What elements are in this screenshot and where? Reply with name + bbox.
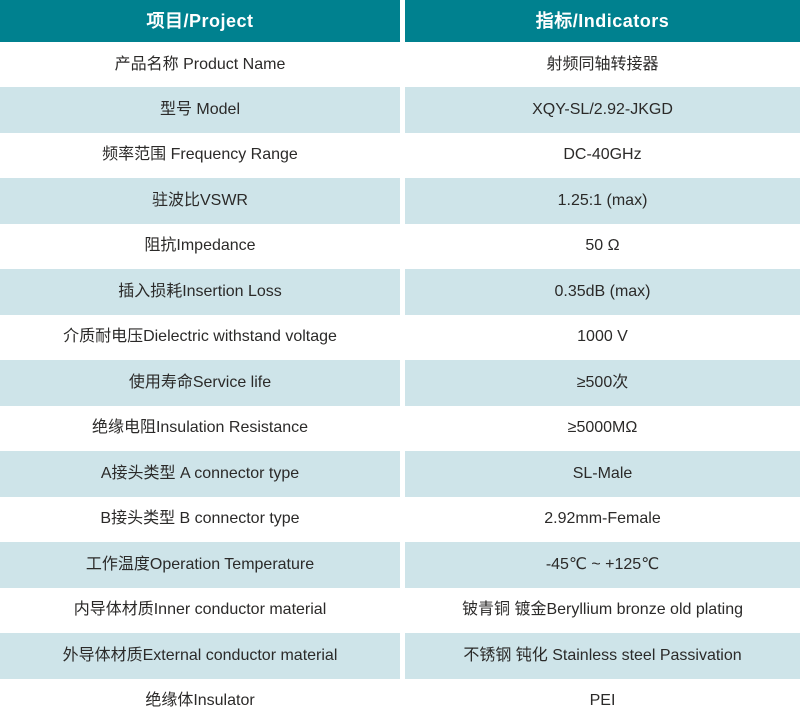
row-value: PEI: [589, 692, 616, 710]
column-divider: [400, 678, 405, 724]
row-label: 外导体材质External conductor material: [0, 633, 400, 679]
table-row: 外导体材质External conductor material 不锈钢 钝化 …: [0, 633, 800, 679]
column-divider: [400, 223, 405, 270]
row-value: XQY-SL/2.92-JKGD: [405, 87, 800, 133]
row-label: 驻波比VSWR: [0, 178, 400, 224]
column-divider: [400, 132, 405, 179]
row-label: 阻抗Impedance: [144, 237, 256, 255]
row-value: SL-Male: [405, 451, 800, 497]
row-label: 型号 Model: [0, 87, 400, 133]
column-divider: [400, 542, 405, 588]
row-value: ≥500次: [405, 360, 800, 406]
row-label: 绝缘电阻Insulation Resistance: [91, 419, 309, 437]
table-row: B接头类型 B connector type 2.92mm-Female: [0, 496, 800, 543]
table-row: 型号 Model XQY-SL/2.92-JKGD: [0, 87, 800, 133]
row-label: 工作温度Operation Temperature: [0, 542, 400, 588]
table-row: 驻波比VSWR 1.25:1 (max): [0, 178, 800, 224]
row-label: B接头类型 B connector type: [100, 510, 300, 528]
column-divider: [400, 269, 405, 315]
table-row: 内导体材质Inner conductor material 铍青铜 镀金Bery…: [0, 587, 800, 634]
table-row: 阻抗Impedance 50 Ω: [0, 223, 800, 270]
row-label: 内导体材质Inner conductor material: [73, 601, 327, 619]
table-row: 绝缘电阻Insulation Resistance ≥5000MΩ: [0, 405, 800, 452]
header-project-cell: 项目/Project: [0, 0, 400, 42]
table-row: A接头类型 A connector type SL-Male: [0, 451, 800, 497]
column-divider: [400, 314, 405, 361]
row-label: 绝缘体Insulator: [145, 692, 255, 710]
row-label: A接头类型 A connector type: [0, 451, 400, 497]
row-label: 频率范围 Frequency Range: [102, 146, 298, 164]
row-value: 0.35dB (max): [405, 269, 800, 315]
column-divider: [400, 0, 405, 42]
row-value: 铍青铜 镀金Beryllium bronze old plating: [462, 601, 743, 619]
column-divider: [400, 587, 405, 634]
table-row: 频率范围 Frequency Range DC-40GHz: [0, 132, 800, 179]
column-divider: [400, 633, 405, 679]
row-value: 1000 V: [577, 328, 628, 346]
table-row: 介质耐电压Dielectric withstand voltage 1000 V: [0, 314, 800, 361]
row-label: 产品名称 Product Name: [114, 55, 286, 73]
table-row: 插入损耗Insertion Loss 0.35dB (max): [0, 269, 800, 315]
column-divider: [400, 405, 405, 452]
column-divider: [400, 87, 405, 133]
column-divider: [400, 42, 405, 88]
row-label: 使用寿命Service life: [0, 360, 400, 406]
row-value: -45℃ ~ +125℃: [405, 542, 800, 588]
column-divider: [400, 360, 405, 406]
row-value: DC-40GHz: [563, 146, 642, 164]
row-value: ≥5000MΩ: [567, 419, 638, 437]
table-row: 工作温度Operation Temperature -45℃ ~ +125℃: [0, 542, 800, 588]
row-label: 介质耐电压Dielectric withstand voltage: [63, 328, 337, 346]
row-value: 50 Ω: [585, 237, 620, 255]
row-label: 插入损耗Insertion Loss: [0, 269, 400, 315]
column-divider: [400, 178, 405, 224]
column-divider: [400, 451, 405, 497]
table-row: 使用寿命Service life ≥500次: [0, 360, 800, 406]
table-row: 绝缘体Insulator PEI: [0, 678, 800, 724]
row-value: 1.25:1 (max): [405, 178, 800, 224]
column-divider: [400, 496, 405, 543]
header-indicators-cell: 指标/Indicators: [405, 0, 800, 42]
header-row: 项目/Project 指标/Indicators: [0, 0, 800, 42]
table-row: 产品名称 Product Name 射频同轴转接器: [0, 42, 800, 88]
row-value: 射频同轴转接器: [546, 55, 659, 73]
row-value: 不锈钢 钝化 Stainless steel Passivation: [405, 633, 800, 679]
row-value: 2.92mm-Female: [544, 510, 661, 528]
